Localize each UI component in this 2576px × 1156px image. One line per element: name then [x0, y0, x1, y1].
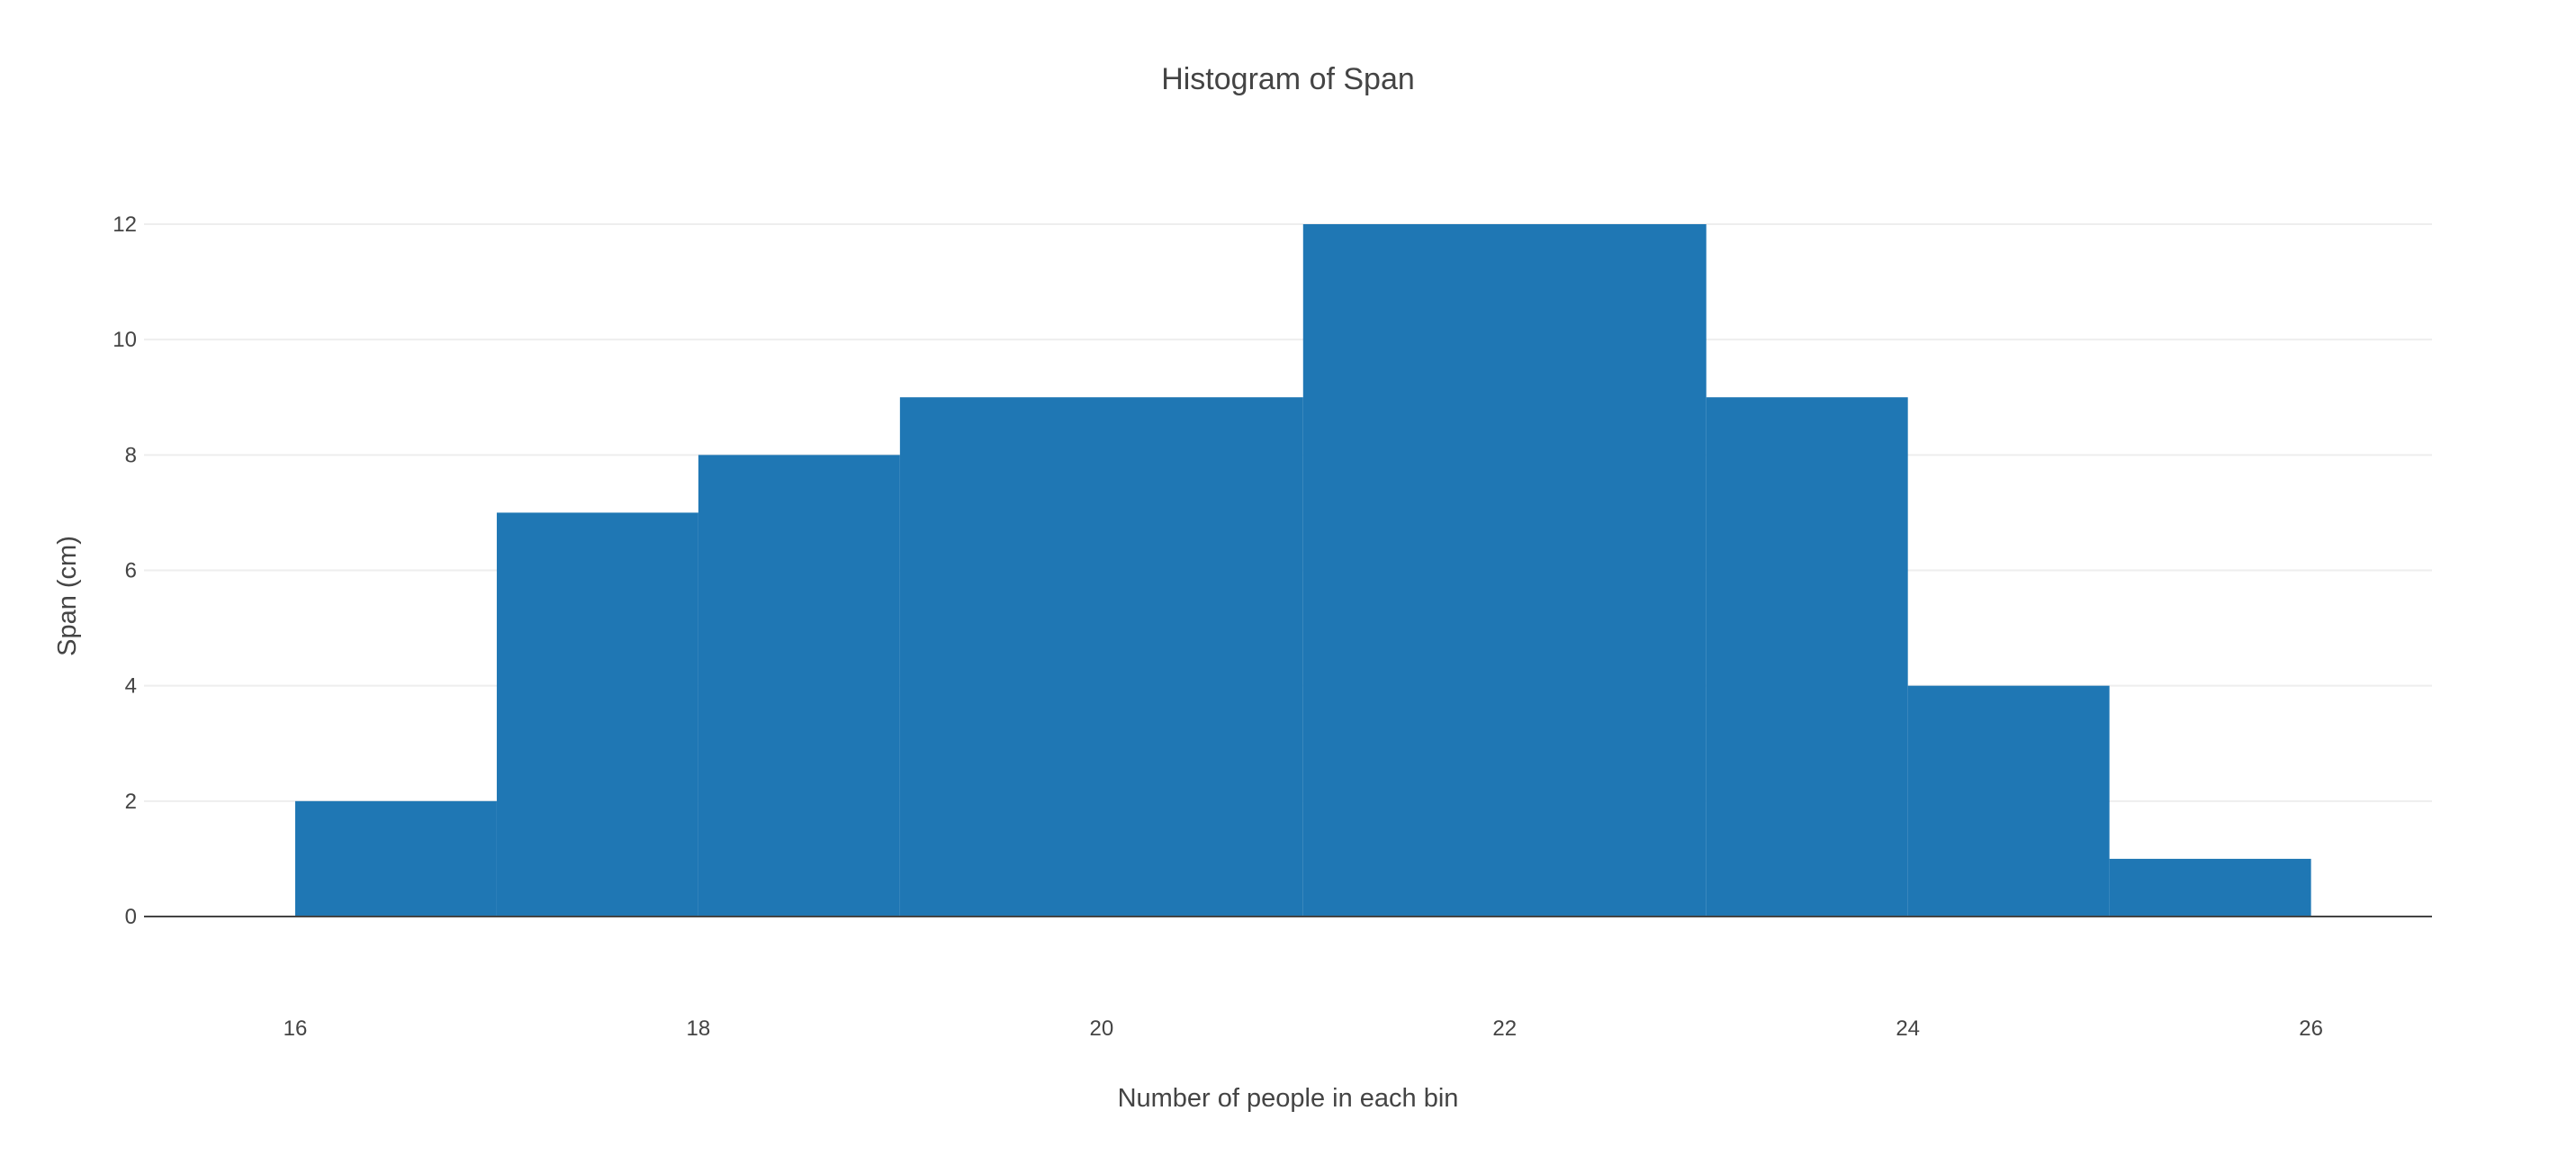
histogram-bar — [1907, 685, 2110, 917]
y-tick-label: 2 — [125, 790, 137, 814]
x-tick-label: 16 — [284, 1016, 308, 1041]
y-tick-label: 0 — [125, 905, 137, 929]
histogram-bars — [294, 224, 2311, 917]
y-axis-title: Span (cm) — [53, 536, 82, 656]
x-tick-label: 18 — [687, 1016, 711, 1041]
y-tick-label: 12 — [113, 212, 137, 237]
histogram-bar — [1706, 397, 1908, 917]
x-tick-label: 26 — [2299, 1016, 2323, 1041]
x-tick-label: 24 — [1896, 1016, 1920, 1041]
chart-title: Histogram of Span — [1161, 62, 1415, 96]
y-tick-label: 6 — [125, 559, 137, 583]
histogram-bar — [899, 397, 1303, 917]
x-axis-title: Number of people in each bin — [1118, 1084, 1459, 1113]
y-tick-label: 10 — [113, 328, 137, 352]
histogram-bar — [294, 800, 497, 917]
x-tick-label: 22 — [1492, 1016, 1517, 1041]
x-tick-label: 20 — [1089, 1016, 1113, 1041]
histogram-bar — [2109, 858, 2311, 917]
histogram-bar — [698, 455, 900, 917]
histogram-bar — [496, 512, 698, 917]
y-tick-label: 8 — [125, 443, 137, 467]
y-tick-label: 4 — [125, 674, 137, 699]
histogram-bar — [1302, 224, 1707, 917]
